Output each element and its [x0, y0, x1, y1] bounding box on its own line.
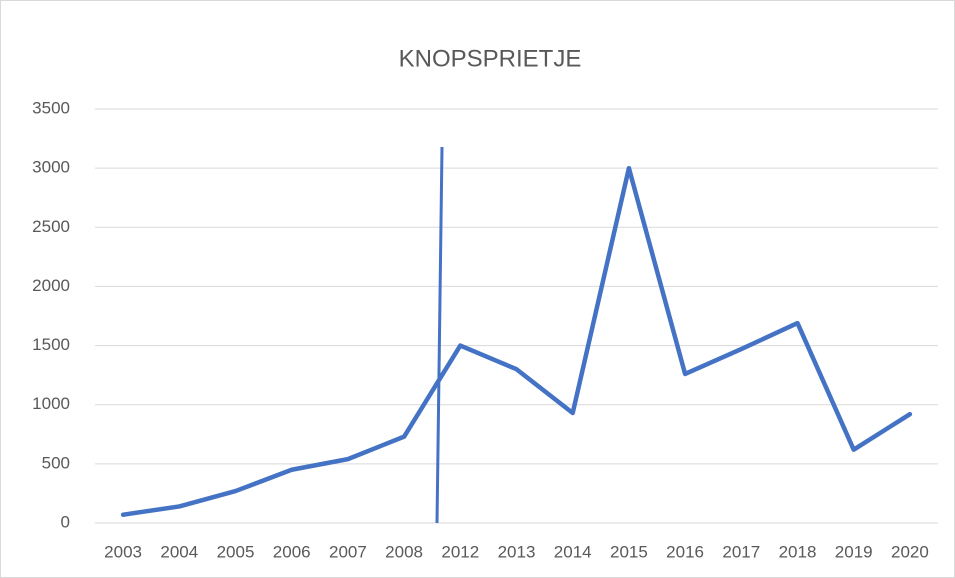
y-tick-label: 2000: [32, 276, 70, 295]
chart-title: KNOPSPRIETJE: [399, 45, 582, 72]
x-tick-label: 2012: [441, 542, 479, 561]
x-tick-label: 2020: [891, 542, 929, 561]
y-tick-label: 3000: [32, 158, 70, 177]
x-tick-label: 2014: [554, 542, 592, 561]
x-tick-label: 2003: [104, 542, 142, 561]
y-tick-label: 1000: [32, 394, 70, 413]
x-tick-label: 2006: [273, 542, 311, 561]
x-tick-label: 2019: [835, 542, 873, 561]
grid: [95, 108, 938, 524]
x-tick-label: 2008: [385, 542, 423, 561]
y-tick-label: 0: [61, 512, 70, 531]
y-tick-label: 500: [42, 453, 70, 472]
x-tick-label: 2007: [329, 542, 367, 561]
x-tick-label: 2018: [779, 542, 817, 561]
y-tick-label: 3500: [32, 98, 70, 117]
x-tick-label: 2017: [722, 542, 760, 561]
y-tick-label: 1500: [32, 335, 70, 354]
x-tick-label: 2005: [217, 542, 255, 561]
y-tick-label: 2500: [32, 217, 70, 236]
x-tick-label: 2013: [498, 542, 536, 561]
x-tick-label: 2004: [160, 542, 198, 561]
x-tick-label: 2016: [666, 542, 704, 561]
data-line: [120, 165, 913, 517]
x-tick-label: 2015: [610, 542, 648, 561]
marks: [120, 165, 913, 517]
divider-line: [435, 146, 444, 524]
